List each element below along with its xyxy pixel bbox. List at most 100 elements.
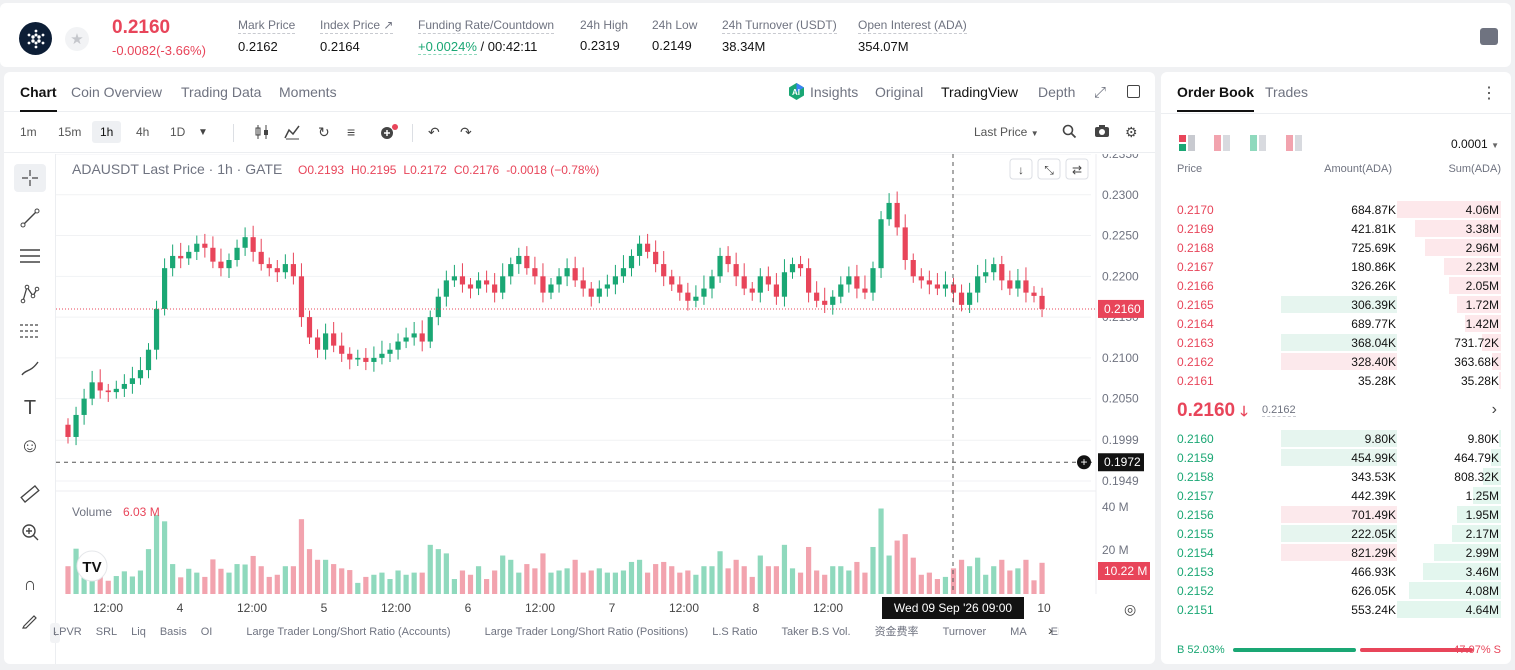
pattern-icon[interactable]: [14, 280, 46, 308]
ask-row[interactable]: 0.2168 725.69K 2.96M: [1161, 238, 1511, 257]
fit-icon[interactable]: ⇄: [1072, 163, 1082, 177]
ask-row[interactable]: 0.2164 689.77K 1.42M: [1161, 314, 1511, 333]
price-source-select[interactable]: Last Price ▼: [974, 125, 1039, 139]
indicator-chip[interactable]: MA: [1010, 626, 1027, 638]
ask-row[interactable]: 0.2165 306.39K 1.72M: [1161, 295, 1511, 314]
alert-add-icon[interactable]: [379, 124, 399, 143]
indicator-chip[interactable]: Turnover: [942, 626, 987, 638]
bid-row[interactable]: 0.2156 701.49K 1.95M: [1161, 505, 1511, 524]
download-icon[interactable]: ↓: [1018, 163, 1024, 177]
indicator-chip[interactable]: 资金费率: [874, 626, 919, 638]
timeframe-4h[interactable]: 4h: [136, 125, 150, 139]
camera-icon[interactable]: [1094, 124, 1110, 142]
candle-body: [789, 264, 796, 273]
indicator-chip[interactable]: OI: [200, 626, 213, 638]
sum-cell: 2.96M: [1465, 241, 1499, 255]
brush-icon[interactable]: [14, 355, 46, 383]
view-both-icon[interactable]: [1179, 135, 1195, 154]
timeframe-1h[interactable]: 1h: [92, 121, 122, 143]
tab-trading-data[interactable]: Trading Data: [181, 84, 262, 100]
chart-settings-icon[interactable]: ◎: [1124, 601, 1137, 617]
emoji-icon[interactable]: ☺: [19, 434, 41, 457]
view-asks-icon[interactable]: [1214, 135, 1230, 154]
horizontal-lines-icon[interactable]: [14, 242, 46, 270]
view-insights[interactable]: Insights: [810, 84, 859, 100]
undo-icon[interactable]: ↶: [428, 124, 440, 140]
indicator-chip[interactable]: SRL: [95, 626, 118, 638]
pencil-lock-icon[interactable]: [14, 606, 46, 634]
tab-trades[interactable]: Trades: [1265, 84, 1309, 100]
indicator-chip[interactable]: Large Trader Long/Short Ratio (Positions…: [484, 626, 689, 638]
candle-body: [427, 317, 433, 342]
bid-row[interactable]: 0.2151 553.24K 4.64M: [1161, 600, 1511, 619]
insights-icon[interactable]: AI: [788, 82, 805, 104]
stat-index-price[interactable]: Index Price ↗ 0.2164: [320, 18, 394, 54]
ask-row[interactable]: 0.2167 180.86K 2.23M: [1161, 257, 1511, 276]
stat-funding-rate[interactable]: Funding Rate/Countdown +0.0024% / 00:42:…: [418, 18, 555, 55]
bid-row[interactable]: 0.2153 466.93K 3.46M: [1161, 562, 1511, 581]
indicator-chip[interactable]: EMA: [1050, 626, 1059, 638]
view-depth[interactable]: Depth: [1038, 84, 1076, 100]
bid-row[interactable]: 0.2152 626.05K 4.08M: [1161, 581, 1511, 600]
text-tool-icon[interactable]: T: [23, 396, 37, 419]
candle-type-icon[interactable]: [254, 124, 270, 143]
mid-price[interactable]: 0.2160 🡓: [1177, 400, 1248, 425]
redo-icon[interactable]: ↷: [460, 124, 472, 140]
bid-row[interactable]: 0.2158 343.53K 808.32K: [1161, 467, 1511, 486]
indicator-scroll-right-icon[interactable]: ›: [1048, 622, 1053, 638]
ask-row[interactable]: 0.2166 326.26K 2.05M: [1161, 276, 1511, 295]
ask-row[interactable]: 0.2169 421.81K 3.38M: [1161, 219, 1511, 238]
ask-row[interactable]: 0.2162 328.40K 363.68K: [1161, 352, 1511, 371]
view-bids-icon[interactable]: [1250, 135, 1266, 154]
bid-row[interactable]: 0.2157 442.39K 1.25M: [1161, 486, 1511, 505]
view-tradingview[interactable]: TradingView: [941, 84, 1019, 100]
ask-row[interactable]: 0.2163 368.04K 731.72K: [1161, 333, 1511, 352]
indicators-icon[interactable]: [284, 124, 300, 143]
zoom-in-icon[interactable]: [14, 518, 46, 546]
precision-select[interactable]: 0.0001 ▼: [1451, 137, 1499, 151]
tab-chart[interactable]: Chart: [20, 84, 57, 112]
expand-icon[interactable]: ⤢: [1094, 84, 1107, 101]
calculator-icon[interactable]: [1480, 28, 1498, 45]
timeframe-15m[interactable]: 15m: [58, 125, 82, 139]
ruler-icon[interactable]: [14, 480, 46, 508]
more-options-icon[interactable]: ⋮: [1481, 85, 1497, 102]
indicator-chip[interactable]: Taker B.S Vol.: [781, 626, 851, 638]
indicator-chip[interactable]: Large Trader Long/Short Ratio (Accounts): [246, 626, 451, 638]
candle-body: [894, 202, 900, 228]
favorite-star-icon[interactable]: ★: [65, 27, 89, 51]
settings-gear-icon[interactable]: ⚙: [1125, 124, 1138, 140]
price-chart[interactable]: 0.23500.23000.22500.22000.21500.21000.20…: [56, 154, 1155, 619]
ask-row[interactable]: 0.2161 35.28K 35.28K: [1161, 371, 1511, 390]
candle-body: [685, 292, 691, 301]
tab-order-book[interactable]: Order Book: [1177, 84, 1255, 112]
templates-icon[interactable]: ≡: [347, 124, 356, 140]
timeframe-dropdown-icon[interactable]: ▼: [198, 127, 208, 138]
magnet-icon[interactable]: ∩: [23, 573, 37, 594]
fullscreen-icon[interactable]: [1127, 85, 1140, 98]
tab-coin-overview[interactable]: Coin Overview: [71, 84, 163, 100]
fibonacci-icon[interactable]: [14, 317, 46, 345]
view-ratio-icon[interactable]: [1286, 135, 1302, 154]
stat-mark-price[interactable]: Mark Price 0.2162: [238, 18, 296, 54]
indicator-chip[interactable]: Basis: [159, 626, 187, 638]
timeframe-1d[interactable]: 1D: [170, 125, 186, 139]
chevron-right-icon[interactable]: ›: [1491, 401, 1497, 418]
timeframe-1m[interactable]: 1m: [20, 125, 37, 139]
bid-row[interactable]: 0.2154 821.29K 2.99M: [1161, 543, 1511, 562]
indicator-chip[interactable]: LPVR: [53, 626, 82, 638]
bid-row[interactable]: 0.2160 9.80K 9.80K: [1161, 429, 1511, 448]
tab-moments[interactable]: Moments: [279, 84, 337, 100]
collapse-icon[interactable]: ⤡: [1044, 163, 1054, 177]
indicator-chip[interactable]: L.S Ratio: [712, 626, 758, 638]
bid-row[interactable]: 0.2159 454.99K 464.79K: [1161, 448, 1511, 467]
bid-row[interactable]: 0.2155 222.05K 2.17M: [1161, 524, 1511, 543]
ask-row[interactable]: 0.2170 684.87K 4.06M: [1161, 200, 1511, 219]
replay-icon[interactable]: ↻: [318, 124, 330, 140]
search-icon[interactable]: [1062, 124, 1077, 142]
view-original[interactable]: Original: [875, 84, 924, 100]
collapse-sidebar-icon[interactable]: ‹: [50, 623, 60, 643]
trend-line-icon[interactable]: [14, 204, 46, 232]
indicator-chip[interactable]: Liq: [131, 626, 146, 638]
crosshair-icon[interactable]: [14, 164, 46, 192]
